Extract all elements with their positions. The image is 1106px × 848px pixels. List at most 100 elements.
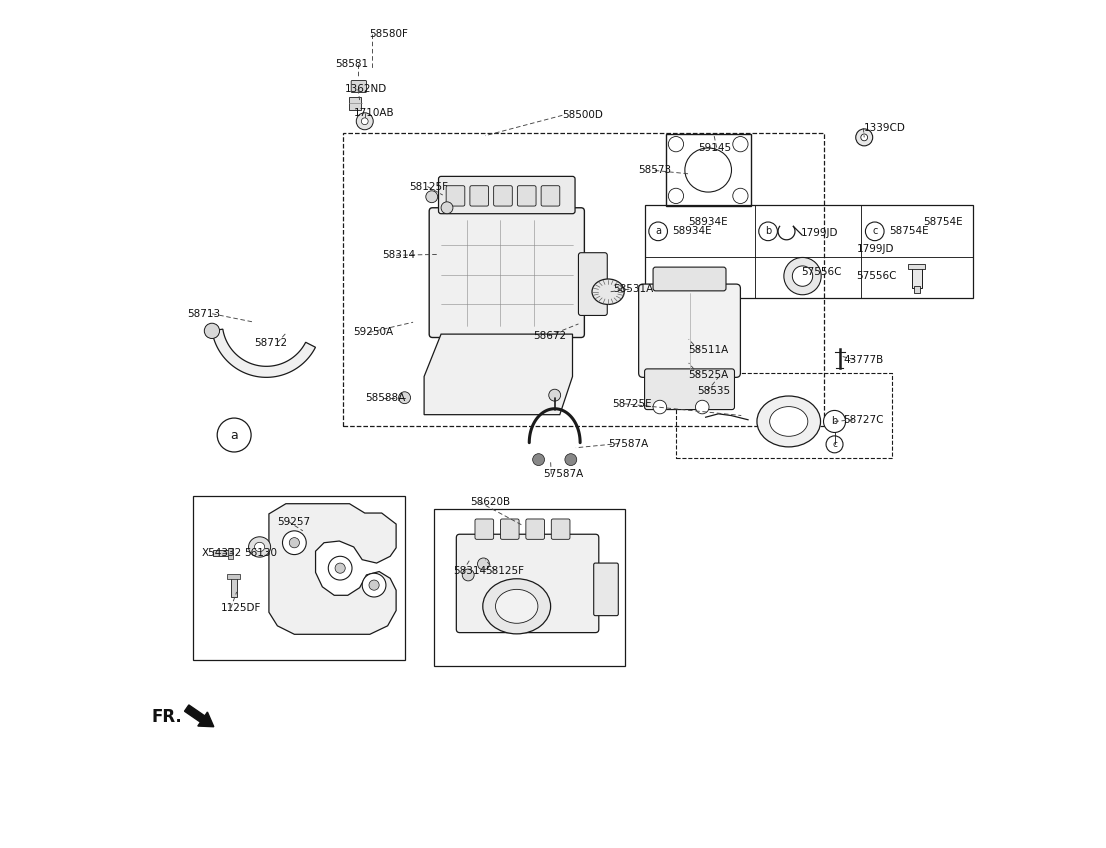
FancyBboxPatch shape (446, 186, 465, 206)
FancyBboxPatch shape (578, 253, 607, 315)
FancyBboxPatch shape (551, 519, 570, 539)
Circle shape (565, 454, 576, 466)
FancyBboxPatch shape (438, 176, 575, 214)
Text: 57556C: 57556C (856, 271, 897, 281)
FancyBboxPatch shape (474, 519, 493, 539)
Text: 57587A: 57587A (543, 469, 583, 479)
Text: 58580F: 58580F (369, 29, 408, 39)
Circle shape (426, 191, 438, 203)
Text: 57587A: 57587A (608, 438, 648, 449)
Text: 58620B: 58620B (470, 497, 510, 507)
FancyBboxPatch shape (429, 208, 584, 338)
Text: 59257: 59257 (278, 516, 311, 527)
Ellipse shape (458, 336, 525, 375)
FancyBboxPatch shape (645, 369, 734, 410)
Circle shape (356, 113, 373, 130)
Text: 1799JD: 1799JD (801, 228, 838, 238)
Polygon shape (424, 334, 573, 415)
Text: 43777B: 43777B (843, 354, 884, 365)
FancyBboxPatch shape (518, 186, 536, 206)
Polygon shape (212, 329, 315, 377)
Circle shape (759, 222, 778, 241)
Ellipse shape (254, 543, 264, 552)
Text: 58314: 58314 (382, 250, 415, 260)
Circle shape (860, 134, 867, 141)
Text: 1339CD: 1339CD (864, 123, 905, 133)
Text: 58531A: 58531A (613, 284, 654, 294)
Text: 58511A: 58511A (688, 345, 728, 355)
Text: 58712: 58712 (254, 338, 288, 348)
Text: 58581: 58581 (335, 59, 368, 70)
Text: 1799JD: 1799JD (856, 244, 894, 254)
Text: c: c (872, 226, 877, 237)
FancyBboxPatch shape (541, 186, 560, 206)
Circle shape (335, 563, 345, 573)
Ellipse shape (469, 343, 515, 368)
FancyBboxPatch shape (493, 186, 512, 206)
Text: 58588A: 58588A (365, 393, 405, 403)
Circle shape (649, 222, 668, 241)
FancyArrow shape (185, 705, 213, 727)
Text: 58672: 58672 (533, 331, 566, 341)
Circle shape (784, 258, 821, 295)
FancyBboxPatch shape (500, 519, 519, 539)
Text: 58754E: 58754E (889, 226, 929, 237)
Circle shape (865, 222, 884, 241)
FancyBboxPatch shape (653, 267, 726, 291)
Circle shape (328, 556, 352, 580)
Bar (213, 550, 231, 556)
FancyBboxPatch shape (594, 563, 618, 616)
Text: c: c (832, 440, 837, 449)
Ellipse shape (249, 537, 271, 557)
Text: 58500D: 58500D (562, 110, 603, 120)
Text: 58535: 58535 (697, 386, 730, 396)
Text: 57556C: 57556C (801, 267, 842, 277)
Ellipse shape (757, 396, 821, 447)
Text: a: a (655, 226, 661, 237)
Circle shape (282, 531, 306, 555)
Text: 58725E: 58725E (613, 399, 651, 409)
Text: 58573: 58573 (638, 165, 671, 176)
FancyBboxPatch shape (470, 186, 489, 206)
Text: 59250A: 59250A (353, 327, 393, 338)
Circle shape (792, 266, 813, 287)
Text: FR.: FR. (152, 707, 181, 726)
Circle shape (826, 436, 843, 453)
Text: X54332: X54332 (202, 548, 242, 558)
Text: b: b (765, 226, 771, 237)
Text: 1125DF: 1125DF (220, 603, 261, 613)
Text: 1362ND: 1362ND (344, 84, 387, 94)
FancyBboxPatch shape (525, 519, 544, 539)
FancyBboxPatch shape (352, 81, 366, 92)
FancyBboxPatch shape (638, 284, 740, 377)
Bar (908, 264, 926, 270)
Polygon shape (269, 504, 396, 634)
Circle shape (290, 538, 300, 548)
Circle shape (856, 129, 873, 146)
Ellipse shape (685, 148, 731, 192)
Circle shape (369, 580, 379, 590)
Text: 58314: 58314 (453, 566, 486, 576)
Bar (914, 287, 920, 293)
Bar (349, 97, 362, 110)
Bar (911, 268, 922, 288)
Bar (228, 548, 233, 559)
Ellipse shape (495, 589, 538, 623)
Text: 1710AB: 1710AB (354, 108, 395, 118)
Text: a: a (230, 428, 238, 442)
Text: 58125F: 58125F (486, 566, 524, 576)
Text: 56130: 56130 (244, 548, 278, 558)
Circle shape (398, 392, 410, 404)
Bar (231, 577, 237, 597)
Circle shape (362, 118, 368, 125)
Circle shape (462, 569, 474, 581)
Text: 58934E: 58934E (689, 217, 729, 227)
Ellipse shape (592, 279, 624, 304)
Text: b: b (832, 416, 837, 427)
Text: 58754E: 58754E (922, 217, 962, 227)
Text: 58727C: 58727C (843, 415, 884, 425)
Text: 59145: 59145 (698, 142, 731, 153)
Circle shape (205, 323, 220, 338)
Text: 58713: 58713 (188, 309, 220, 319)
Circle shape (362, 573, 386, 597)
